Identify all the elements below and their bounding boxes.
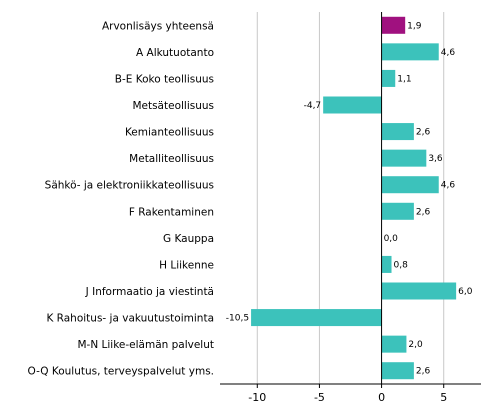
bar: [381, 149, 427, 167]
category-label: K Rahoitus- ja vakuutustoiminta: [46, 313, 214, 325]
category-label: O-Q Koulutus, terveyspalvelut yms.: [28, 366, 214, 378]
data-label: 2,0: [408, 340, 423, 350]
data-label: 0,0: [384, 234, 399, 244]
data-label: 1,1: [397, 74, 411, 84]
category-label: A Alkutuotanto: [136, 47, 214, 59]
data-label: -10,5: [226, 314, 249, 324]
data-label: 1,9: [407, 21, 422, 31]
category-label: Metalliteollisuus: [129, 153, 214, 165]
axes: [220, 12, 481, 388]
gridlines: [256, 12, 445, 384]
category-label: J Informaatio ja viestintä: [85, 286, 214, 298]
category-label: Arvonlisäys yhteensä: [102, 20, 214, 32]
bar: [381, 16, 406, 34]
category-label: Kemianteollisuus: [125, 127, 214, 139]
data-label: -4,7: [304, 101, 322, 111]
bar: [381, 202, 414, 220]
data-label: 4,6: [441, 181, 456, 191]
category-label: B-E Koko teollisuus: [115, 73, 214, 85]
x-tick-label: -10: [248, 391, 266, 404]
category-label: H Liikenne: [159, 259, 214, 271]
category-label: M-N Liike-elämän palvelut: [77, 339, 214, 351]
bar: [381, 123, 414, 141]
x-tick-label: -5: [314, 391, 325, 404]
bar: [381, 282, 457, 300]
category-label: Sähkö- ja elektroniikkateollisuus: [45, 180, 214, 192]
bar: [381, 43, 439, 61]
labels: -10 -5 0 5 Arvonlisäys yhteensä 1,9 A Alkutuot…: [28, 20, 473, 404]
bar: [323, 96, 382, 114]
bar: [251, 309, 382, 327]
data-label: 6,0: [458, 287, 473, 297]
bar: [381, 69, 396, 87]
bar: [381, 176, 439, 194]
data-label: 3,6: [428, 154, 443, 164]
bar: [381, 362, 414, 380]
x-tick-label: 0: [378, 391, 385, 404]
data-label: 2,6: [416, 207, 431, 217]
category-label: G Kauppa: [163, 233, 214, 245]
category-label: F Rakentaminen: [129, 206, 214, 218]
data-label: 0,8: [394, 260, 409, 270]
category-label: Metsäteollisuus: [132, 100, 214, 112]
bar: [381, 255, 392, 273]
bars: [251, 16, 457, 380]
bar: [381, 335, 407, 353]
data-label: 4,6: [441, 48, 456, 58]
data-label: 2,6: [416, 128, 431, 138]
x-tick-label: 5: [440, 391, 447, 404]
data-label: 2,6: [416, 367, 431, 377]
